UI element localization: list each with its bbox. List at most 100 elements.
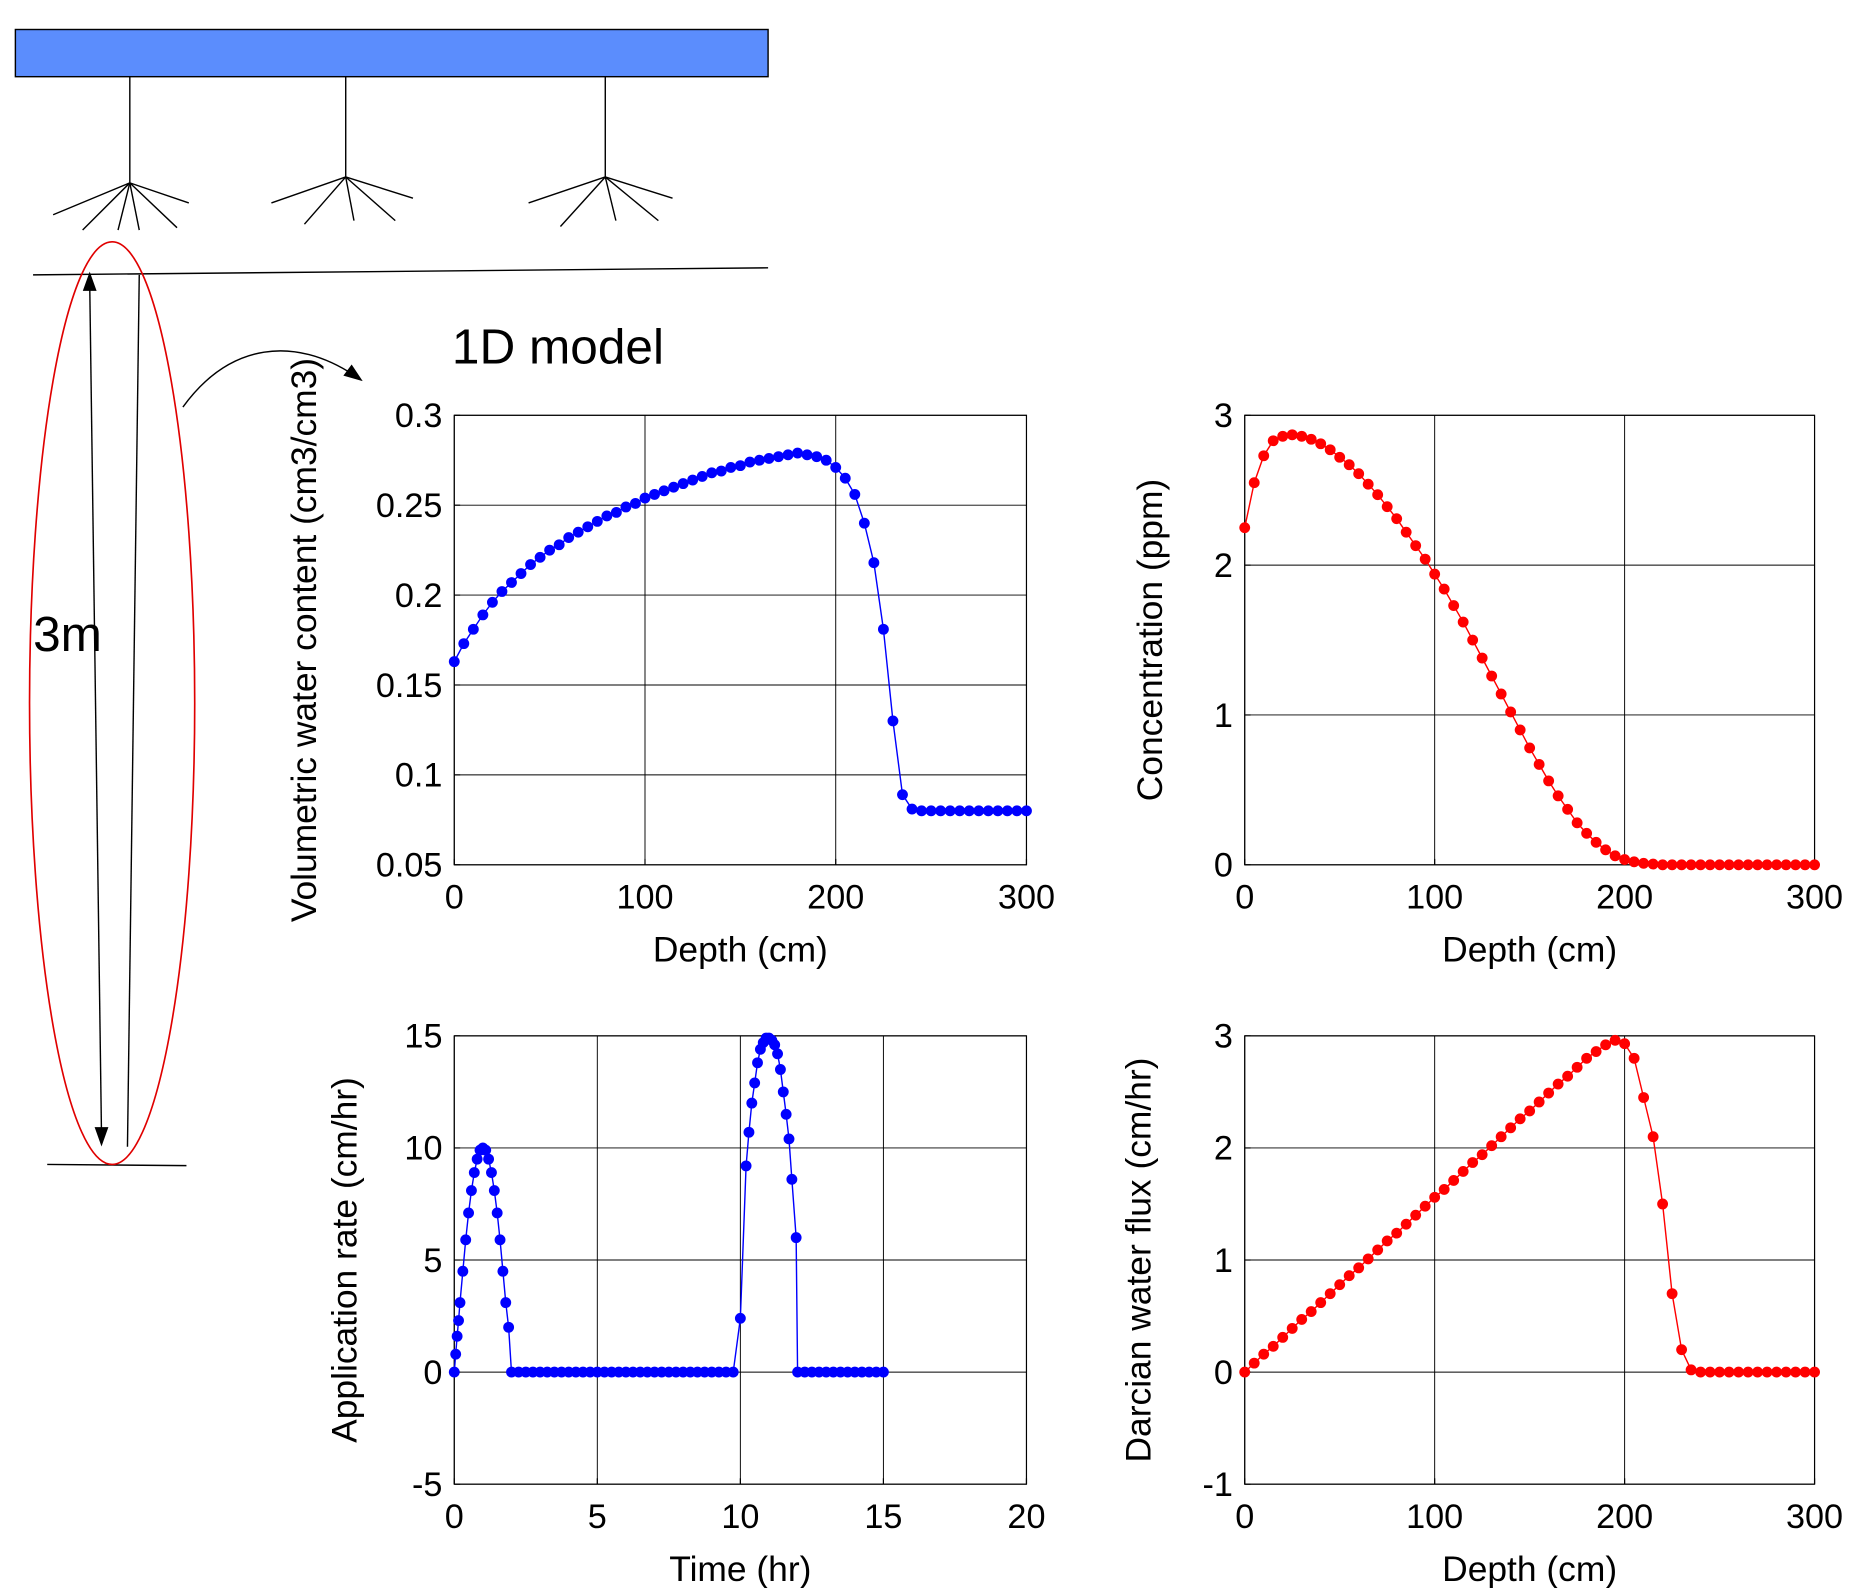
data-point <box>1267 1340 1279 1352</box>
sprinklers <box>52 76 673 231</box>
data-point <box>1524 1105 1536 1117</box>
x-tick-label: 200 <box>1596 878 1653 916</box>
data-point <box>801 449 813 461</box>
data-point <box>982 805 994 817</box>
plot-frame <box>453 1035 1028 1485</box>
data-point <box>491 1207 503 1219</box>
data-point <box>954 805 966 817</box>
y-axis-label: Volumetric water content (cm3/cm3) <box>285 358 324 922</box>
data-point <box>1258 450 1270 462</box>
data-point <box>1429 1191 1441 1203</box>
data-point <box>1467 634 1479 646</box>
data-point <box>1761 859 1773 871</box>
data-point <box>1381 501 1393 513</box>
depth-label: 3m <box>33 606 102 662</box>
data-point <box>868 557 880 569</box>
data-point <box>450 1348 462 1360</box>
data-point <box>515 568 527 579</box>
data-point <box>610 506 622 518</box>
data-point <box>553 539 565 551</box>
data-point <box>780 1108 792 1120</box>
y-tick-label: 0.15 <box>376 667 443 705</box>
data-point <box>1609 1034 1621 1046</box>
data-point <box>658 485 670 497</box>
data-point <box>1581 1052 1593 1064</box>
y-axis-label: Darcian water flux (cm/hr) <box>1119 1058 1158 1463</box>
data-point <box>916 805 927 817</box>
data-point <box>992 805 1004 817</box>
data-point <box>477 609 489 621</box>
data-point <box>1248 477 1260 489</box>
data-point <box>1676 859 1688 871</box>
data-point <box>1590 1046 1602 1057</box>
plot-frame <box>1244 1035 1816 1485</box>
data-point <box>1495 1131 1507 1143</box>
x-axis-label: Depth (cm) <box>1442 931 1617 970</box>
x-tick-label: 5 <box>588 1498 607 1536</box>
data-point <box>458 638 470 650</box>
data-point <box>1448 600 1460 612</box>
data-point <box>1742 1366 1754 1378</box>
data-point <box>727 1366 739 1378</box>
x-axis-label: Time (hr) <box>669 1550 811 1588</box>
data-point <box>1714 859 1726 871</box>
data-point <box>1353 1262 1365 1274</box>
data-point <box>1305 433 1317 445</box>
data-point <box>687 474 699 486</box>
data-point <box>1704 1366 1716 1378</box>
data-point <box>466 1185 477 1196</box>
data-point <box>1543 1087 1555 1099</box>
data-point <box>1723 1366 1735 1378</box>
data-point <box>1619 854 1631 865</box>
x-tick-label: 15 <box>864 1498 902 1536</box>
data-point <box>488 1185 500 1196</box>
data-point <box>1381 1235 1393 1247</box>
x-tick-label: 10 <box>721 1498 759 1536</box>
data-point <box>503 1321 515 1333</box>
data-point <box>1001 805 1013 817</box>
x-tick-label: 300 <box>1786 1498 1843 1536</box>
y-tick-label: 0.05 <box>376 847 443 885</box>
data-point <box>1419 553 1431 565</box>
data-point <box>591 515 603 527</box>
data-point <box>1571 1061 1583 1073</box>
data-point <box>620 501 632 513</box>
data-point <box>877 623 889 635</box>
data-point <box>935 805 947 817</box>
y-axis-label: Concentration (ppm) <box>1131 479 1170 801</box>
x-tick-label: 0 <box>445 1498 464 1536</box>
data-point <box>1666 859 1678 871</box>
data-point <box>448 656 460 668</box>
data-point <box>496 586 508 597</box>
y-tick-label: 0 <box>1214 847 1233 885</box>
data-point <box>830 462 842 473</box>
data-point <box>534 551 546 563</box>
x-tick-label: 0 <box>1235 878 1254 916</box>
data-point <box>1419 1200 1431 1212</box>
data-point <box>1467 1157 1479 1168</box>
data-point <box>1362 478 1374 490</box>
data-point <box>790 1232 802 1244</box>
data-point <box>1258 1348 1270 1360</box>
data-point <box>754 454 765 466</box>
y-tick-label: 10 <box>404 1130 442 1168</box>
data-point <box>1315 1297 1327 1309</box>
data-point <box>1286 429 1298 441</box>
data-point <box>1790 859 1801 871</box>
data-point <box>1657 1198 1669 1210</box>
data-point <box>1638 1092 1650 1103</box>
data-point <box>744 456 756 468</box>
data-point <box>1277 430 1289 442</box>
data-point <box>1581 827 1593 839</box>
data-point <box>1809 859 1820 871</box>
data-point <box>763 453 775 464</box>
y-tick-label: 0.25 <box>376 487 443 525</box>
data-point <box>1780 1366 1792 1378</box>
data-point <box>453 1315 464 1326</box>
data-point <box>1514 1113 1526 1125</box>
data-point <box>1362 1253 1374 1265</box>
data-point <box>1600 1039 1612 1051</box>
x-tick-label: 300 <box>1786 878 1843 916</box>
plot-frame <box>1244 414 1816 866</box>
